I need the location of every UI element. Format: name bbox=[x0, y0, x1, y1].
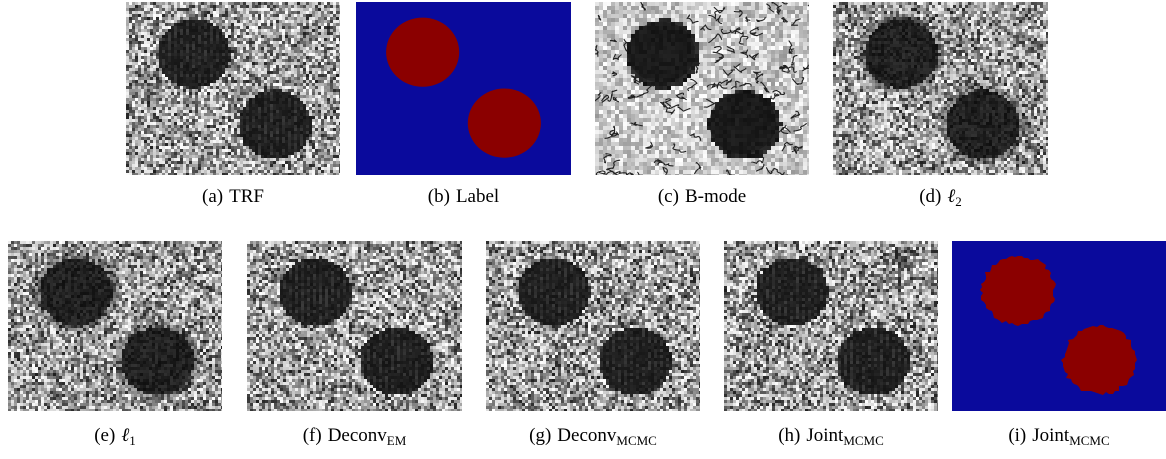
panel-i-joint-mcmc-label-image bbox=[952, 241, 1166, 411]
panel-c-texture bbox=[595, 2, 809, 175]
panel-a-texture bbox=[126, 2, 340, 175]
panel-d-caption: (d) ℓ2 bbox=[833, 186, 1048, 210]
panel-a-trf-image bbox=[126, 2, 340, 175]
panel-e-caption: (e) ℓ1 bbox=[8, 425, 222, 449]
panel-h-caption: (h) JointMCMC bbox=[724, 425, 938, 449]
panel-c-bmode-image bbox=[595, 2, 809, 175]
inclusion-2 bbox=[1061, 325, 1137, 395]
panel-b-texture bbox=[356, 2, 571, 175]
panel-b-caption: (b) Label bbox=[356, 186, 571, 210]
panel-h-texture bbox=[724, 241, 938, 411]
panel-f-texture bbox=[247, 241, 462, 411]
panel-i-caption: (i) JointMCMC bbox=[952, 425, 1166, 449]
panel-g-deconv-mcmc-image bbox=[486, 241, 700, 411]
panel-g-texture bbox=[486, 241, 700, 411]
panel-e-texture bbox=[8, 241, 222, 411]
panel-a-caption: (a) TRF bbox=[126, 186, 340, 210]
panel-i-texture bbox=[952, 241, 1166, 411]
panel-f-caption: (f) DeconvEM bbox=[247, 425, 462, 449]
panel-h-joint-mcmc-image bbox=[724, 241, 938, 411]
panel-d-l2-image bbox=[833, 2, 1048, 175]
inclusion-1 bbox=[980, 256, 1056, 326]
inclusion-1 bbox=[386, 17, 460, 87]
panel-g-caption: (g) DeconvMCMC bbox=[486, 425, 700, 449]
panel-b-label-image bbox=[356, 2, 571, 175]
panel-d-texture bbox=[833, 2, 1048, 175]
inclusion-2 bbox=[467, 88, 541, 158]
panel-c-caption: (c) B-mode bbox=[595, 186, 809, 210]
panel-e-l1-image bbox=[8, 241, 222, 411]
panel-f-deconv-em-image bbox=[247, 241, 462, 411]
